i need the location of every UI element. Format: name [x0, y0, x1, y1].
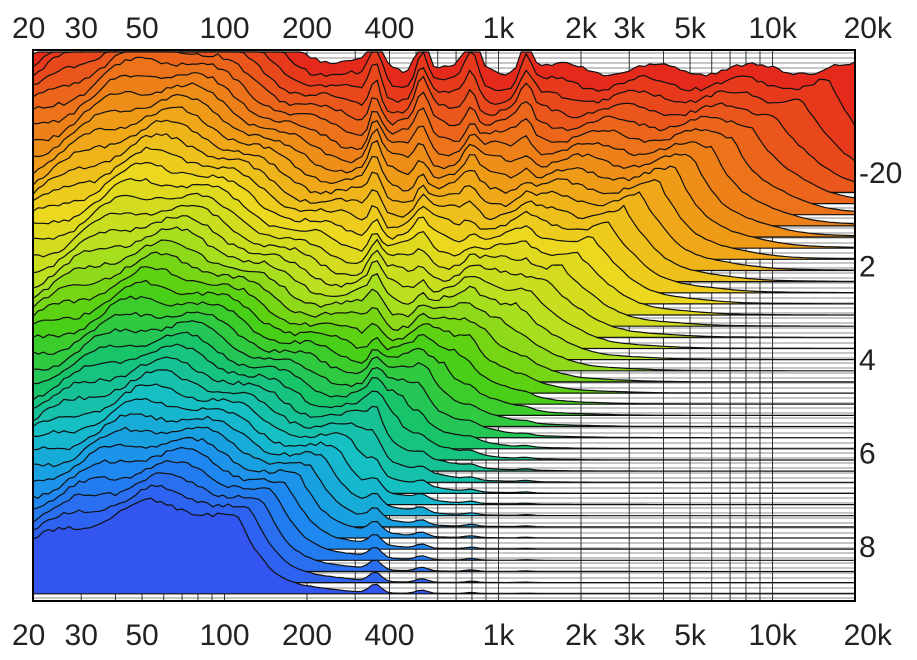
x-tick-label-top: 5k — [674, 12, 707, 45]
x-tick-label-top: 200 — [282, 12, 332, 45]
x-tick-label-bottom: 30 — [65, 619, 98, 652]
y-tick-label: 2 — [859, 251, 876, 284]
plot-frame — [32, 49, 856, 602]
x-tick-label-bottom: 400 — [364, 619, 414, 652]
x-tick-label-bottom: 3k — [613, 619, 646, 652]
y-tick-label: 4 — [859, 344, 876, 377]
x-tick-label-bottom: 10k — [748, 619, 797, 652]
x-axis-top: 20 30 50 100 200 400 1k 2k 3k 5k 10k 20k — [12, 12, 893, 45]
x-tick-label-bottom: 100 — [199, 619, 249, 652]
x-tick-label-top: 1k — [483, 12, 516, 45]
x-tick-label-bottom: 50 — [125, 619, 158, 652]
x-tick-label-bottom: 1k — [483, 619, 516, 652]
x-tick-label-bottom: 200 — [282, 619, 332, 652]
x-tick-label-top: 10k — [748, 12, 797, 45]
x-tick-label-top: 30 — [65, 12, 98, 45]
x-tick-label-top: 20k — [844, 12, 893, 45]
y-tick-label: -20 — [859, 157, 902, 190]
y-tick-label: 6 — [859, 438, 876, 471]
x-axis-bottom: 20 30 50 100 200 400 1k 2k 3k 5k 10k 20k — [12, 619, 893, 652]
x-tick-label-bottom: 20 — [12, 619, 45, 652]
y-axis-right: -20 2 4 6 8 — [859, 157, 902, 564]
x-tick-label-top: 100 — [199, 12, 249, 45]
x-tick-label-top: 20 — [12, 12, 45, 45]
waterfall-slice — [32, 497, 856, 595]
waterfall-slices — [32, 50, 856, 595]
y-tick-label: 8 — [859, 531, 876, 564]
x-tick-label-top: 50 — [125, 12, 158, 45]
x-tick-label-top: 2k — [565, 12, 598, 45]
x-tick-label-bottom: 20k — [844, 619, 893, 652]
x-tick-label-bottom: 5k — [674, 619, 707, 652]
x-tick-label-top: 3k — [613, 12, 646, 45]
x-tick-label-bottom: 2k — [565, 619, 598, 652]
x-tick-label-top: 400 — [364, 12, 414, 45]
